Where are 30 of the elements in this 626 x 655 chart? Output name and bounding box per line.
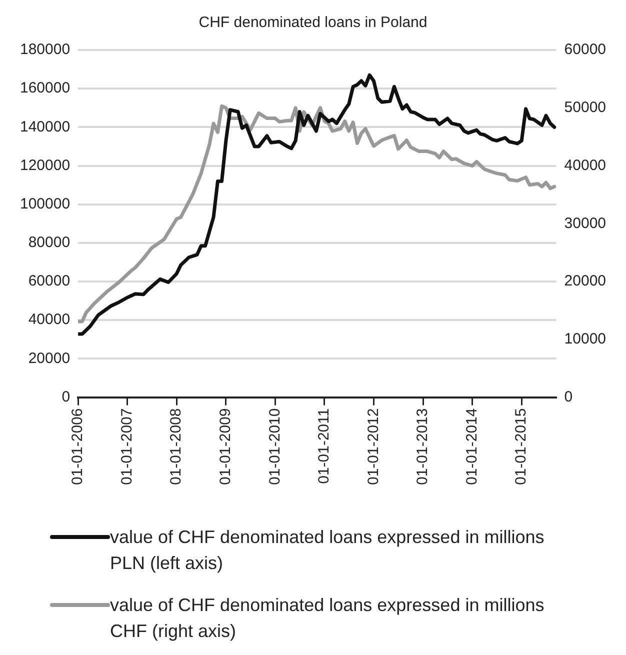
y-tick-label: 60000 — [28, 272, 70, 290]
y-tick-label: 100000 — [20, 195, 70, 212]
x-tick-label: 01-01-2015 — [512, 408, 530, 486]
y-tick-label: 160000 — [20, 80, 70, 97]
y2-tick-label: 50000 — [564, 99, 606, 116]
y-tick-label: 40000 — [28, 311, 70, 328]
x-tick-label: 01-01-2014 — [463, 408, 480, 486]
y2-tick-label: 20000 — [564, 272, 606, 290]
x-tick-label: 01-01-2010 — [266, 408, 284, 486]
y2-tick-label: 60000 — [564, 41, 606, 58]
y2-tick-label: 10000 — [564, 330, 606, 348]
legend-label: value of CHF denominated loans expressed in millions PLN (left axis) — [110, 526, 546, 575]
x-tick-label: 01-01-2008 — [168, 408, 185, 486]
x-tick-label: 01-01-2009 — [217, 408, 234, 486]
y-tick-label: 120000 — [20, 156, 70, 174]
legend-label: value of CHF denominated loans expressed in millions CHF (right axis) — [110, 594, 546, 643]
x-tick-label: 01-01-2013 — [414, 408, 432, 486]
y-tick-label: 80000 — [28, 234, 70, 252]
x-tick-label: 01-01-2011 — [316, 408, 333, 484]
y-tick-label: 20000 — [28, 350, 70, 367]
y-tick-label: 180000 — [20, 41, 70, 58]
x-tick-label: 01-01-2007 — [118, 408, 136, 486]
chart-title: CHF denominated loans in Poland — [198, 14, 428, 32]
y2-tick-label: 40000 — [564, 156, 606, 174]
y-tick-label: 140000 — [20, 118, 70, 136]
x-tick-label: 01-01-2006 — [69, 408, 86, 486]
y2-tick-label: 0 — [564, 388, 573, 406]
y2-tick-label: 30000 — [564, 214, 606, 232]
x-tick-label: 01-01-2012 — [364, 408, 382, 486]
y-tick-label: 0 — [62, 388, 70, 406]
